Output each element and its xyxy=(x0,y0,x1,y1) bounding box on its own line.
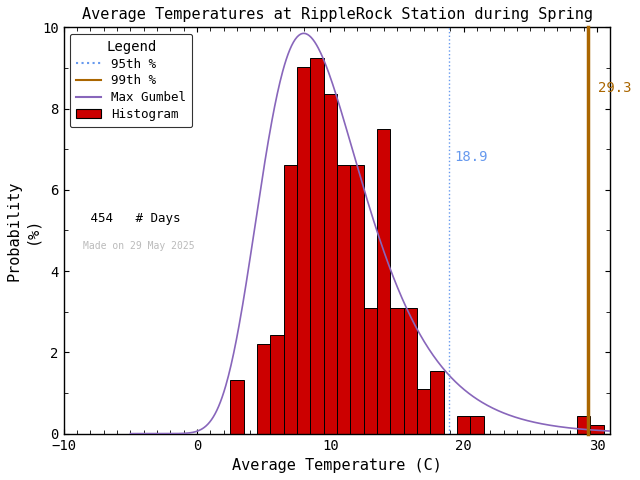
Bar xyxy=(431,371,444,433)
Bar xyxy=(591,425,604,433)
Bar xyxy=(324,94,337,433)
Bar xyxy=(470,416,484,433)
Text: 454   # Days: 454 # Days xyxy=(83,212,180,225)
Text: Made on 29 May 2025: Made on 29 May 2025 xyxy=(83,240,195,251)
Bar xyxy=(257,344,271,433)
Bar xyxy=(404,308,417,433)
Bar xyxy=(230,380,244,433)
Bar xyxy=(364,308,377,433)
Bar xyxy=(390,308,404,433)
Bar xyxy=(297,67,310,433)
Y-axis label: Probability
(%): Probability (%) xyxy=(7,180,39,281)
Bar xyxy=(577,416,591,433)
Bar xyxy=(457,416,470,433)
Bar xyxy=(351,165,364,433)
Title: Average Temperatures at RippleRock Station during Spring: Average Temperatures at RippleRock Stati… xyxy=(81,7,593,22)
X-axis label: Average Temperature (C): Average Temperature (C) xyxy=(232,458,442,473)
Bar xyxy=(284,165,297,433)
Legend: 95th %, 99th %, Max Gumbel, Histogram: 95th %, 99th %, Max Gumbel, Histogram xyxy=(70,34,193,127)
Bar xyxy=(337,165,351,433)
Bar xyxy=(377,129,390,433)
Text: 29.3: 29.3 xyxy=(598,81,632,95)
Bar xyxy=(417,389,431,433)
Text: 18.9: 18.9 xyxy=(454,150,488,164)
Bar xyxy=(310,58,324,433)
Bar xyxy=(271,336,284,433)
